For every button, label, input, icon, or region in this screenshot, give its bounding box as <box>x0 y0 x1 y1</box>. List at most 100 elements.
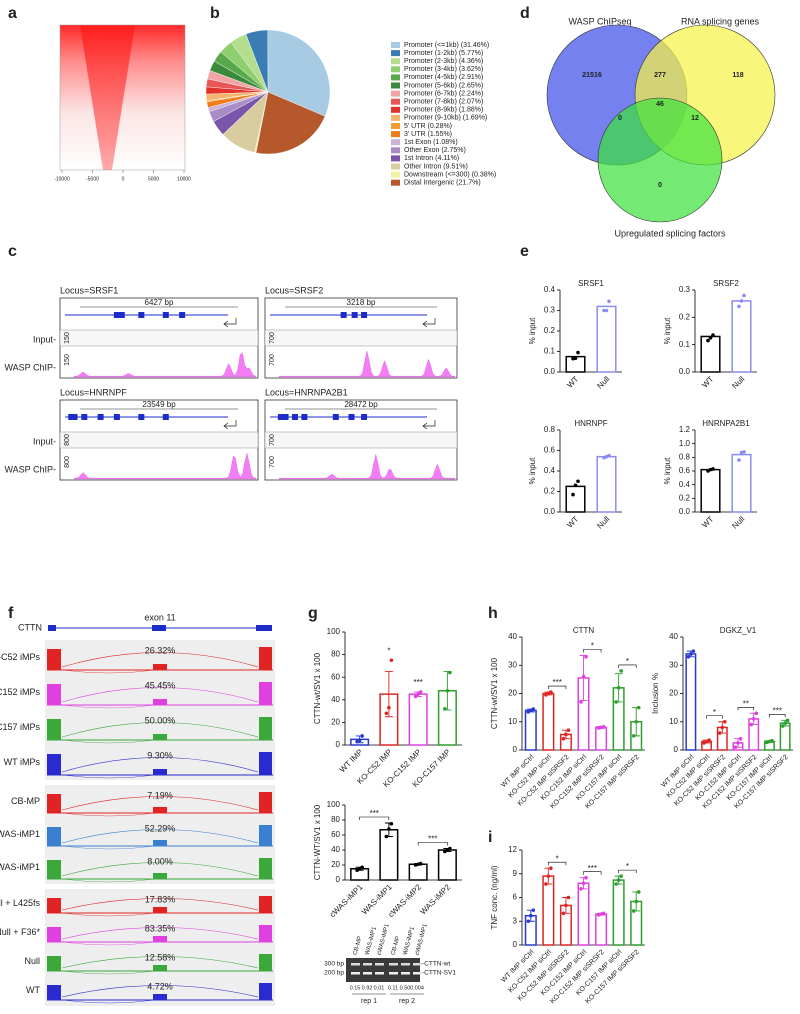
data-point <box>443 707 447 711</box>
sample-label: KO-C157 iMPs <box>0 722 40 732</box>
x-tick-label: Null <box>730 514 746 530</box>
data-point <box>614 882 618 886</box>
rep-label: rep 2 <box>399 998 415 1005</box>
chip-scale: 700 <box>269 354 276 366</box>
rep-label: rep 1 <box>361 998 377 1005</box>
legend-label: Promoter (8-9kb) (1.88%) <box>404 107 483 114</box>
x-tick-label: Null <box>595 514 611 530</box>
y-axis-label: CTTN-wt/SV1 x 100 <box>490 657 499 729</box>
strand-arrow <box>223 318 237 328</box>
y-tick-label: 1.2 <box>679 425 691 434</box>
y-tick-label: 20 <box>331 860 340 869</box>
chip-signal <box>73 452 257 480</box>
y-tick-label: 0.0 <box>544 507 556 516</box>
chart-title: HNRNPF <box>574 419 607 428</box>
y-tick-label: 0.2 <box>679 493 691 502</box>
data-point <box>631 734 636 738</box>
data-point <box>564 903 568 908</box>
data-point <box>579 700 583 704</box>
bar <box>700 335 721 373</box>
data-point <box>579 886 583 891</box>
legend-swatch <box>391 42 400 48</box>
significance-bracket <box>769 714 786 718</box>
panel-label: b <box>210 5 220 22</box>
x-tick-label: 5000 <box>148 176 159 182</box>
coverage <box>47 647 272 670</box>
y-tick-label: 40 <box>669 632 678 641</box>
legend-swatch <box>391 58 400 65</box>
significance-bracket <box>583 871 602 875</box>
legend-label: Promoter (2-3kb) (4.36%) <box>404 58 483 65</box>
y-tick-label: 40 <box>331 695 340 704</box>
exon <box>97 414 104 420</box>
significance-bracket <box>618 664 637 668</box>
band <box>351 972 360 975</box>
data-point <box>619 874 623 878</box>
significance-bracket <box>737 706 755 711</box>
data-point <box>413 694 418 699</box>
data-point <box>389 821 394 826</box>
chip-signal <box>278 350 456 378</box>
venn-count: 277 <box>654 72 666 79</box>
y-tick-label: 10 <box>669 717 678 726</box>
psi-label: 45.45% <box>145 680 176 690</box>
junction-arc <box>61 862 259 877</box>
data-point <box>573 356 578 361</box>
coverage <box>47 896 272 913</box>
junction-arc <box>61 898 259 911</box>
junction-arc <box>61 970 156 975</box>
junction-arc <box>61 757 259 773</box>
significance-label: *** <box>413 678 422 687</box>
x-tick-label: WT IMP <box>338 748 365 775</box>
x-tick-label: WT <box>700 514 715 529</box>
data-point <box>387 705 391 710</box>
data-point <box>717 731 722 735</box>
y-tick-label: 0 <box>336 875 341 884</box>
exon <box>361 414 368 420</box>
exon <box>138 312 145 318</box>
y-tick-label: 0.0 <box>544 367 556 376</box>
data-point <box>720 725 725 730</box>
bar <box>408 863 428 881</box>
y-tick-label: 20 <box>508 689 517 698</box>
data-point <box>736 741 740 745</box>
y-axis-label: CTTN-WT/SV1 x 100 <box>313 804 322 880</box>
data-point <box>636 890 641 894</box>
junction-arc <box>61 829 259 844</box>
y-tick-label: 0.6 <box>679 466 691 475</box>
data-point <box>616 686 621 690</box>
significance-bracket <box>548 861 567 866</box>
data-point <box>360 865 364 870</box>
strand-arrow <box>223 420 237 430</box>
y-tick-label: 0.3 <box>679 285 691 294</box>
heatmap-frame <box>59 24 186 171</box>
y-tick-label: 20 <box>331 718 340 727</box>
venn-count: 0 <box>658 182 662 189</box>
chart-title: CTTN <box>573 626 595 635</box>
sample-label: cWAS-iMP1 <box>0 862 40 872</box>
exon <box>81 414 88 420</box>
y-tick-label: 0.2 <box>679 312 691 321</box>
y-axis-label: % input <box>528 457 537 484</box>
data-point <box>601 725 606 729</box>
y-tick-label: 0.6 <box>544 446 556 455</box>
legend-swatch <box>391 90 400 97</box>
y-tick-label: 0 <box>674 745 679 754</box>
data-point <box>754 711 759 716</box>
coverage <box>47 792 272 813</box>
legend-label: 1st Intron (4.11%) <box>404 155 459 162</box>
chart-title: SRSF1 <box>578 279 604 288</box>
x-tick-label: WT <box>565 374 580 389</box>
lane-label: cWAS-iMP1 <box>415 923 429 956</box>
pie-slice <box>255 91 326 155</box>
lane-label: CB-MP <box>353 936 364 956</box>
data-point <box>689 652 693 656</box>
x-tick-label: WT <box>700 374 715 389</box>
input-track <box>264 431 458 449</box>
legend-label: Promoter (9-10kb) (1.69%) <box>404 115 487 122</box>
data-point <box>711 333 715 337</box>
exon <box>340 312 347 318</box>
legend-label: Other Intron (9.51%) <box>404 163 468 170</box>
bar <box>542 692 555 751</box>
